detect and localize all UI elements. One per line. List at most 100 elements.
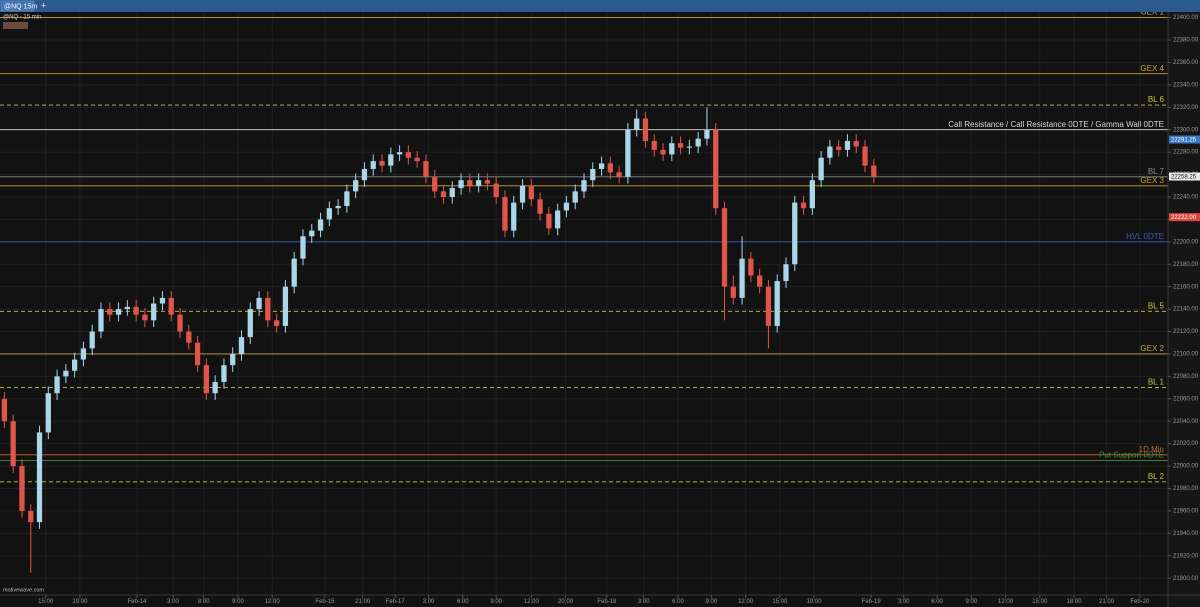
x-tick-label: 9:00 — [490, 599, 502, 605]
candle-body — [844, 140, 851, 150]
candle-body — [238, 337, 245, 354]
candle-body — [458, 180, 464, 189]
caption-swatch — [3, 22, 28, 29]
candle-body — [36, 432, 43, 523]
candle-body — [572, 191, 578, 203]
candle-body — [353, 180, 359, 192]
candle-body — [19, 466, 25, 511]
add-tab[interactable]: + — [41, 0, 46, 10]
candle-body — [511, 202, 517, 231]
y-tick-label: 21980.00 — [1173, 486, 1199, 492]
x-tick-label: Feb-15 — [315, 599, 335, 605]
level-label: GEX 1 — [1140, 8, 1164, 17]
level-label: BL 6 — [1148, 95, 1165, 104]
candle-body — [28, 510, 34, 523]
y-tick-label: 21900.00 — [1173, 576, 1199, 582]
candle-body — [493, 183, 499, 197]
x-tick-label: Feb-17 — [386, 599, 406, 605]
candle-body — [230, 353, 236, 366]
x-tick-label: Feb-20 — [1130, 599, 1150, 605]
y-axis-panel — [1168, 12, 1200, 607]
candle-body — [370, 161, 376, 169]
price-marker-label: 22291.25 — [1171, 138, 1197, 144]
x-tick-label: 18:00 — [1067, 599, 1083, 605]
x-tick-label: 6:00 — [457, 599, 469, 605]
candle-body — [634, 118, 640, 130]
candle-body — [221, 365, 227, 382]
candle-body — [98, 309, 104, 332]
x-tick-label: 12:00 — [524, 599, 540, 605]
x-tick-label: 19:00 — [807, 599, 823, 605]
x-tick-label: 9:00 — [232, 599, 244, 605]
y-tick-label: 21960.00 — [1173, 508, 1199, 514]
candle-body — [563, 202, 570, 211]
tab[interactable] — [0, 0, 35, 12]
candle-body — [186, 331, 192, 343]
candle-body — [194, 342, 201, 366]
candle-body — [475, 180, 482, 186]
x-tick-label: 9:00 — [705, 599, 717, 605]
y-tick-label: 22100.00 — [1173, 352, 1199, 358]
x-tick-label: 12:00 — [738, 599, 754, 605]
level-label: BL 1 — [1148, 378, 1165, 387]
candle-body — [713, 129, 719, 209]
level-label: GEX 3 — [1140, 176, 1164, 185]
x-tick-label: 3:00 — [167, 599, 179, 605]
candle-body — [757, 275, 763, 287]
candle-body — [642, 118, 649, 141]
y-tick-label: 22020.00 — [1173, 441, 1199, 447]
candle-body — [783, 264, 789, 282]
x-tick-label: Feb-18 — [597, 599, 617, 605]
chart-caption: @NQ - 15 min — [3, 15, 41, 21]
candle-body — [528, 185, 534, 200]
candle-body — [555, 210, 561, 229]
candle-body — [792, 202, 798, 265]
candle-body — [10, 421, 16, 467]
candle-body — [326, 208, 332, 220]
y-tick-label: 21920.00 — [1173, 553, 1199, 559]
candle-body — [168, 297, 174, 315]
candle-body — [335, 205, 341, 209]
candle-body — [871, 165, 877, 177]
candle-body — [669, 143, 675, 155]
y-tick-label: 22040.00 — [1173, 419, 1199, 425]
candle-body — [265, 297, 271, 321]
y-tick-label: 22060.00 — [1173, 396, 1199, 402]
level-label: BL 2 — [1148, 472, 1165, 481]
candle-body — [827, 146, 833, 158]
candle-body — [862, 146, 868, 166]
candle-body — [212, 381, 218, 394]
candle-body — [203, 365, 210, 394]
x-tick-label: 3:00 — [898, 599, 910, 605]
level-label: Put Support 0DTE — [1099, 451, 1164, 460]
tab-label[interactable]: @NQ 15m — [4, 3, 37, 10]
price-marker — [1169, 135, 1200, 144]
candle-body — [54, 376, 60, 394]
x-tick-label: 6:00 — [672, 599, 684, 605]
candle-body — [686, 146, 693, 148]
candle-body — [695, 138, 701, 147]
candle-body — [440, 191, 447, 197]
candle-body — [414, 157, 420, 162]
y-tick-label: 22200.00 — [1173, 239, 1199, 245]
x-tick-label: 15:00 — [38, 599, 54, 605]
candle-body — [818, 157, 824, 181]
candle-body — [774, 281, 780, 326]
x-tick-label: 15:00 — [1032, 599, 1048, 605]
candle-body — [282, 286, 289, 326]
tab-bar — [0, 0, 1200, 12]
candle-body — [616, 172, 622, 177]
x-tick-label: 19:00 — [72, 599, 88, 605]
candle-body — [502, 196, 508, 231]
x-tick-label: 3:00 — [638, 599, 650, 605]
level-label: BL 7 — [1148, 167, 1165, 176]
y-tick-label: 22120.00 — [1173, 329, 1199, 335]
candle-body — [484, 180, 491, 184]
candle-body — [730, 286, 736, 298]
candle-body — [546, 213, 552, 229]
x-tick-label: 20:00 — [558, 599, 574, 605]
candle-body — [748, 258, 754, 276]
candle-body — [115, 309, 122, 315]
y-tick-label: 22300.00 — [1173, 127, 1199, 133]
